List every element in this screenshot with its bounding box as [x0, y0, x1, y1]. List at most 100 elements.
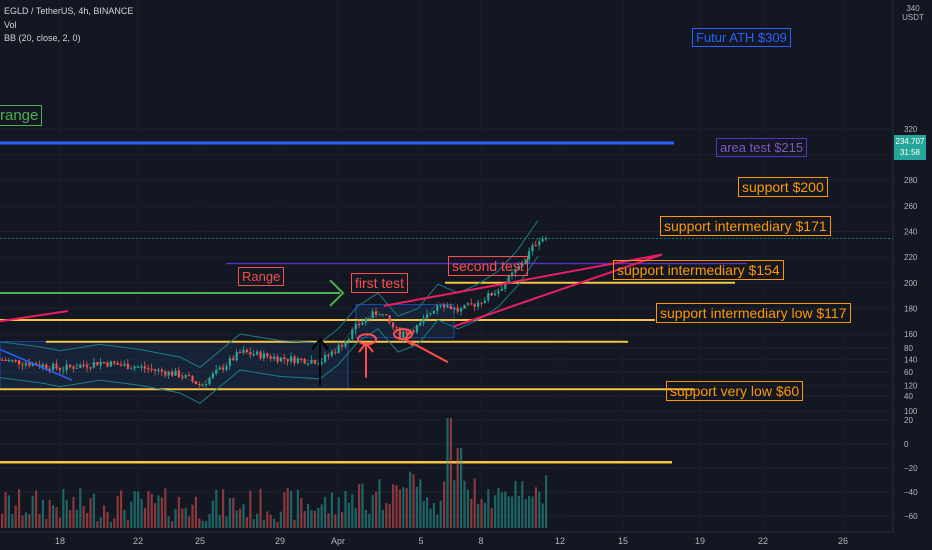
volume-bar	[528, 495, 531, 528]
candle-body	[1, 359, 4, 361]
volume-bar	[361, 483, 364, 528]
volume-bar	[364, 509, 367, 528]
volume-bar	[11, 514, 14, 528]
candle-body	[490, 293, 493, 296]
candle-body	[205, 384, 208, 386]
range-box-label[interactable]: Range	[238, 267, 285, 286]
first-test-label[interactable]: first test	[351, 273, 409, 293]
candle-body	[86, 365, 89, 368]
candle-body	[52, 363, 55, 370]
candle-body	[41, 364, 44, 367]
candle-body	[392, 322, 395, 328]
candle-body	[466, 303, 469, 305]
time-tick-label: 25	[195, 536, 205, 546]
volume-bar	[205, 521, 208, 528]
volume-bar	[395, 485, 398, 528]
volume-bar	[439, 500, 442, 528]
candle-body	[303, 358, 306, 364]
price-tick-label: −40	[904, 488, 918, 497]
volume-bar	[256, 513, 259, 528]
volume-bar	[463, 480, 466, 528]
second-test-label[interactable]: second test	[448, 256, 528, 276]
volume-bar	[436, 514, 439, 528]
volume-bar	[470, 498, 473, 528]
candle-body	[358, 324, 361, 326]
price-tick-label: 280	[904, 176, 918, 185]
candle-body	[62, 370, 65, 372]
volume-bar	[181, 508, 184, 528]
candle-body	[436, 305, 439, 311]
candle-body	[150, 368, 153, 370]
candle-body	[344, 341, 347, 347]
price-tick-label: 160	[904, 330, 918, 339]
support-154-label[interactable]: support intermediary $154	[613, 260, 784, 280]
volume-bar	[228, 497, 231, 528]
volume-bar	[446, 418, 449, 528]
volume-bar	[327, 513, 330, 528]
candle-body	[55, 363, 58, 369]
volume-bar	[143, 507, 146, 528]
candle-body	[307, 363, 310, 365]
area-test-label[interactable]: area test $215	[716, 138, 808, 157]
candle-body	[14, 359, 17, 361]
volume-bar	[388, 504, 391, 528]
range-label-left[interactable]: range	[0, 105, 43, 126]
volume-bar	[147, 490, 150, 528]
volume-bar	[79, 488, 82, 528]
second-test-arrow-head	[403, 330, 414, 347]
volume-bar	[344, 490, 347, 528]
candle-body	[171, 371, 174, 376]
volume-bar	[215, 489, 218, 528]
candle-body	[109, 361, 112, 367]
candle-body	[11, 359, 14, 361]
ath-label[interactable]: Futur ATH $309	[692, 28, 791, 47]
candle-body	[18, 360, 21, 365]
candle-body	[130, 368, 133, 370]
support-171-label[interactable]: support intermediary $171	[660, 216, 831, 236]
candle-body	[96, 362, 99, 366]
volume-bar	[337, 497, 340, 528]
candle-body	[443, 305, 446, 308]
candle-body	[286, 359, 289, 362]
volume-bar	[310, 510, 313, 528]
candle-body	[92, 362, 95, 368]
bb-upper	[0, 220, 539, 368]
candle-body	[412, 330, 415, 333]
volume-bar	[242, 504, 245, 528]
candle-body	[517, 266, 520, 270]
range-box	[0, 341, 349, 390]
volume-bar	[120, 490, 123, 528]
candle-body	[351, 329, 354, 340]
volume-bar	[514, 480, 517, 528]
candle-body	[470, 303, 473, 305]
support-117-label[interactable]: support intermediary low $117	[656, 303, 851, 323]
candle-body	[429, 313, 432, 315]
candle-body	[514, 269, 517, 273]
volume-bar	[456, 448, 459, 528]
candle-body	[528, 251, 531, 260]
candle-body	[313, 360, 316, 364]
candle-body	[293, 356, 296, 363]
volume-bar	[429, 508, 432, 528]
volume-bar	[113, 518, 116, 528]
volume-bar	[75, 509, 78, 528]
candle-body	[194, 381, 197, 384]
volume-bar	[18, 489, 21, 528]
volume-bar	[449, 418, 452, 528]
candle-body	[69, 364, 72, 367]
candle-body	[534, 245, 537, 247]
support-200-label[interactable]: support $200	[738, 177, 828, 197]
volume-bar	[4, 492, 7, 528]
volume-bar	[222, 489, 225, 528]
candle-body	[453, 307, 456, 310]
volume-bar	[150, 493, 153, 528]
candle-body	[45, 364, 48, 369]
candle-body	[290, 356, 293, 362]
support-60-label[interactable]: support very low $60	[666, 381, 804, 401]
volume-bar	[208, 514, 211, 528]
candle-body	[143, 366, 146, 369]
candle-body	[368, 318, 371, 320]
candle-body	[405, 331, 408, 334]
volume-bar	[239, 508, 242, 528]
